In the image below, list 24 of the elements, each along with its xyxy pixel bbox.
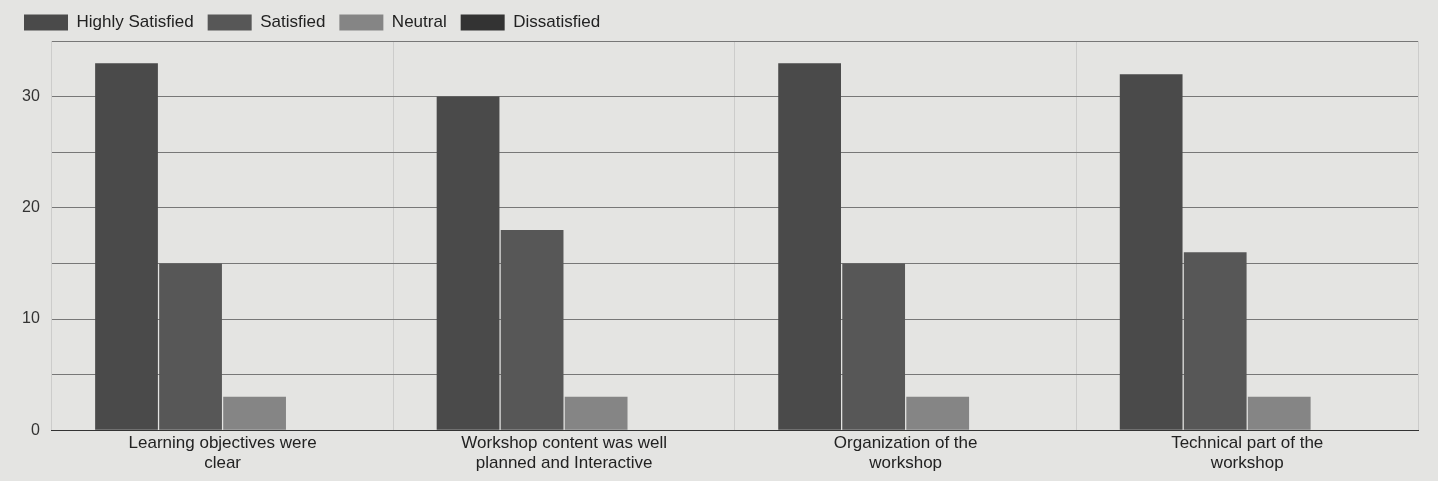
bar — [842, 263, 906, 430]
y-tick-label: 20 — [22, 198, 40, 216]
y-tick-label: 10 — [22, 309, 40, 327]
bar — [95, 63, 158, 430]
bar — [500, 230, 564, 430]
bar — [223, 396, 286, 430]
bar — [1247, 396, 1311, 430]
x-tick-label: Workshop content was well planned and Interactive — [461, 433, 667, 473]
legend-label: Highly Satisfied — [76, 12, 194, 32]
bar — [1183, 252, 1247, 430]
bar — [906, 396, 970, 430]
bar — [778, 63, 841, 430]
bar — [564, 396, 628, 430]
x-tick-label: Learning objectives were clear — [128, 433, 317, 473]
bar — [159, 263, 222, 430]
bar — [1119, 74, 1183, 430]
y-tick-label: 0 — [30, 420, 40, 438]
legend-label: Dissatisfied — [513, 12, 601, 32]
y-tick-label: 30 — [22, 87, 40, 105]
legend-label: Neutral — [391, 12, 447, 32]
x-tick-label: Technical part of the workshop — [1171, 433, 1324, 473]
bar — [436, 96, 500, 430]
x-tick-label: Organization of the workshop — [833, 433, 978, 473]
legend-label: Satisfied — [260, 12, 326, 32]
